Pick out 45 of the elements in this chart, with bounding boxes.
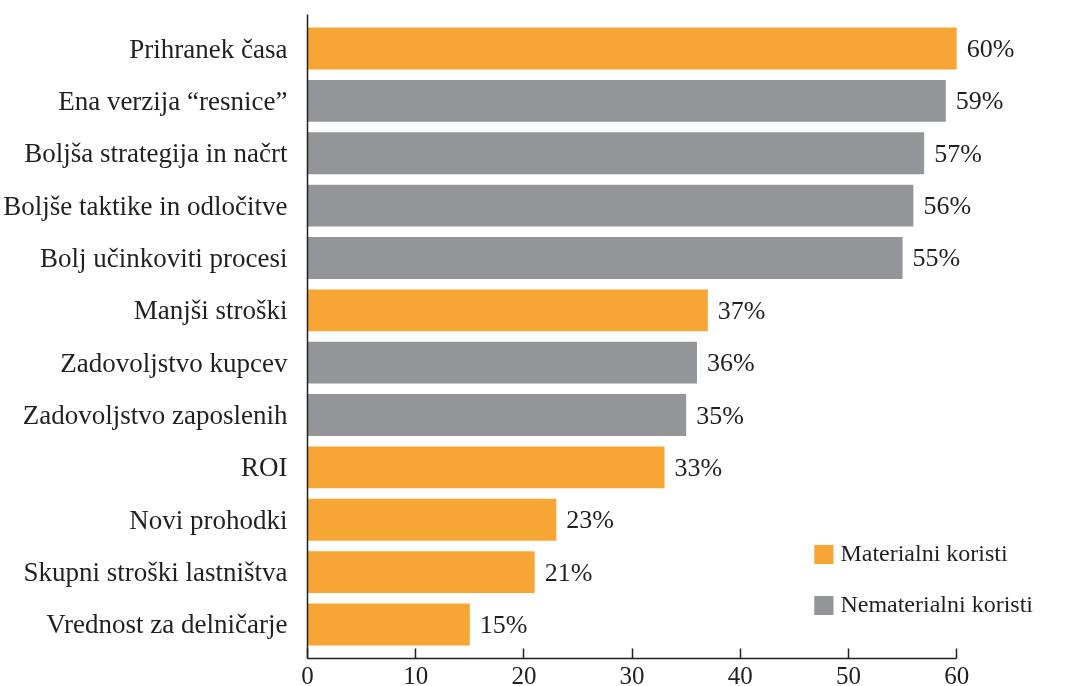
data-label: 23% bbox=[566, 505, 615, 535]
data-label: 55% bbox=[912, 243, 961, 273]
y-tick-label: Zadovoljstvo kupcev bbox=[60, 347, 288, 378]
y-tick-label: Novi prohodki bbox=[129, 504, 288, 535]
data-label: 56% bbox=[923, 191, 972, 221]
data-label: 57% bbox=[934, 138, 982, 168]
bar bbox=[307, 237, 903, 279]
data-label: 35% bbox=[696, 400, 744, 430]
y-tick-label: Skupni stroški lastništva bbox=[23, 557, 288, 588]
y-tick-label: Boljše taktike in odločitve bbox=[3, 190, 288, 221]
legend-label: Materialni koristi bbox=[840, 540, 1008, 567]
legend-label: Nematerialni koristi bbox=[840, 591, 1033, 618]
bar bbox=[307, 289, 708, 332]
x-tick-label: 30 bbox=[619, 661, 645, 686]
bar bbox=[307, 551, 535, 594]
y-tick-label: ROI bbox=[241, 452, 288, 483]
bar bbox=[307, 79, 946, 122]
x-tick-label: 10 bbox=[403, 661, 429, 686]
data-label: 60% bbox=[966, 34, 1015, 64]
bar bbox=[307, 132, 925, 175]
data-label: 33% bbox=[674, 452, 723, 482]
bar bbox=[307, 603, 470, 646]
bar bbox=[307, 341, 697, 384]
data-label: 36% bbox=[706, 348, 755, 378]
y-tick-label: Manjši stroški bbox=[133, 295, 288, 326]
y-tick-label: Ena verzija “resnice” bbox=[58, 85, 288, 116]
bar bbox=[307, 394, 687, 436]
x-tick-label: 40 bbox=[727, 661, 753, 686]
data-label: 37% bbox=[717, 295, 766, 325]
bar bbox=[307, 27, 957, 70]
y-tick-label: Vrednost za delničarje bbox=[46, 609, 288, 640]
data-label: 59% bbox=[955, 86, 1004, 116]
bar bbox=[307, 446, 665, 489]
bar bbox=[307, 184, 914, 227]
data-label: 21% bbox=[544, 557, 593, 587]
y-tick-label: Bolj učinkoviti procesi bbox=[40, 242, 288, 273]
y-tick-label: Boljša strategija in načrt bbox=[24, 138, 288, 169]
data-label: 15% bbox=[479, 609, 528, 639]
x-tick-label: 60 bbox=[944, 661, 970, 686]
bar bbox=[307, 498, 557, 541]
x-tick-label: 20 bbox=[511, 661, 537, 686]
y-tick-label: Prihranek časa bbox=[129, 33, 288, 64]
x-tick-label: 50 bbox=[835, 661, 861, 686]
x-tick-label: 0 bbox=[301, 661, 314, 686]
y-tick-label: Zadovoljstvo zaposlenih bbox=[22, 400, 288, 431]
